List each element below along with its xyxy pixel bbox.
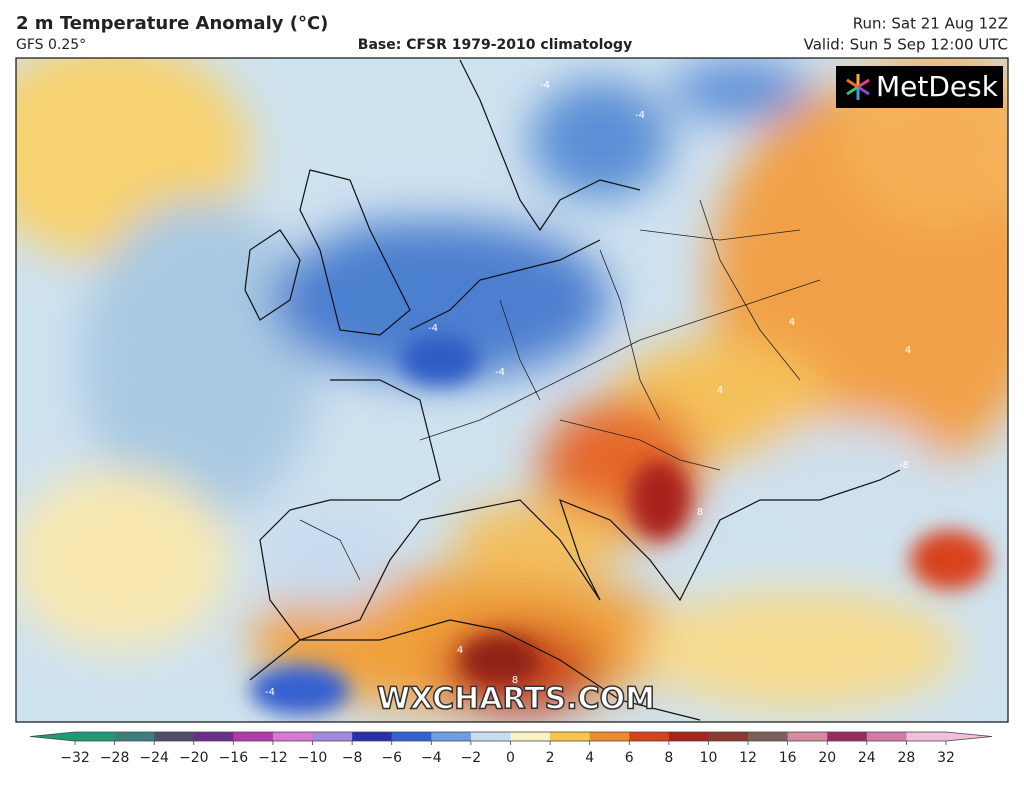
watermark: WXCHARTS.COM [377,682,655,717]
colorbar-segment [193,732,234,741]
logo: MetDesk [876,70,999,103]
title: 2 m Temperature Anomaly (°C) [16,13,328,34]
colorbar-segment [233,732,274,741]
colorbar-segment [352,732,393,741]
colorbar-tick-label: −4 [421,750,442,766]
colorbar-tick-label: 6 [625,750,634,766]
contour-label: 4 [789,317,795,328]
colorbar-tick-label: −12 [258,750,288,766]
colorbar-tick-label: −20 [179,750,209,766]
contour-label: 4 [457,645,463,656]
colorbar-tick-label: −8 [342,750,363,766]
colorbar-end-low [30,732,75,741]
colorbar-segment [629,732,670,741]
colorbar-tick-label: 10 [700,750,718,766]
contour-label: 4 [717,385,723,396]
logo-icon [846,74,870,100]
colorbar-segment [906,732,947,741]
colorbar-segment [787,732,828,741]
colorbar-segment [589,732,630,741]
colorbar-tick-label: 16 [779,750,797,766]
run: Run: Sat 21 Aug 12Z [853,15,1008,33]
colorbar-segment [550,732,591,741]
model: GFS 0.25° [16,37,86,53]
map: MetDesk -4 -4 -4 -4 4 4 4 8 8 -8 4 -4 WXCHARTS.COM [16,58,1008,722]
valid: Valid: Sun 5 Sep 12:00 UTC [804,36,1008,54]
colorbar-tick-label: 0 [506,750,515,766]
colorbar-segment [470,732,511,741]
colorbar-tick-label: −28 [100,750,130,766]
contour-label: -8 [899,460,909,471]
contour-label: 4 [905,345,911,356]
contour-label: 8 [697,507,703,518]
colorbar-segment [510,732,551,741]
colorbar-end-high [946,732,992,741]
colorbar-segment [827,732,868,741]
colorbar-tick-label: −16 [219,750,249,766]
colorbar-segment [748,732,789,741]
colorbar-tick-label: 20 [818,750,836,766]
colorbar-tick-label: −32 [60,750,90,766]
colorbar-tick-label: −2 [461,750,482,766]
colorbar-segment [75,732,116,741]
colorbar-tick-label: 32 [937,750,955,766]
colorbar-segment [272,732,314,741]
base: Base: CFSR 1979-2010 climatology [358,37,632,53]
colorbar-tick-label: −10 [298,750,328,766]
colorbar-tick-label: 4 [585,750,594,766]
contour-label: -4 [540,80,550,91]
contour-label: -4 [265,687,275,698]
contour-label: -4 [635,110,645,121]
colorbar-segment [312,732,353,741]
colorbar-tick-label: 24 [858,750,876,766]
colorbar-segment [114,732,155,741]
colorbar-segment [431,732,472,741]
colorbar-segment [866,732,907,741]
colorbar: −32 −28 −24 −20 −16 −12 −10 −8 −6 −4 −2 0 2 4 6 8 10 12 16… [29,731,993,766]
colorbar-tick-label: 2 [546,750,555,766]
colorbar-segment [391,732,432,741]
colorbar-tick-label: 8 [664,750,673,766]
contour-label: -4 [495,367,505,378]
contour-label: -4 [428,323,438,334]
colorbar-segment [708,732,749,741]
colorbar-tick-label: −6 [381,750,402,766]
contour-label: 8 [512,675,518,686]
colorbar-tick-label: 28 [897,750,915,766]
colorbar-segment [668,732,709,741]
colorbar-tick-label: −24 [139,750,169,766]
colorbar-tick-label: 12 [739,750,757,766]
colorbar-segment [154,732,195,741]
